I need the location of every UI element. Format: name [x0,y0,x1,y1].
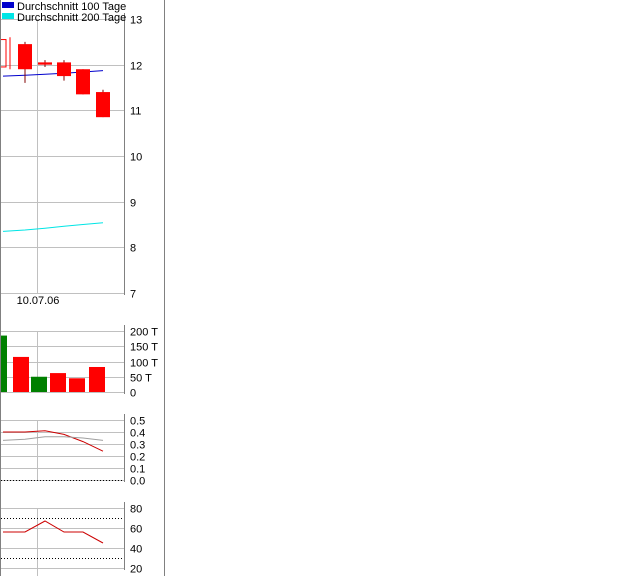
volume-bar [13,356,29,392]
rsi-tick-label: 20 [130,564,142,576]
price-tick-label: 9 [130,198,136,210]
macd-tick-label: 0.3 [130,440,145,452]
price-tick-label: 11 [130,106,141,118]
volume-bar [50,373,66,392]
candle-body [0,39,7,68]
candle-body [18,44,32,70]
legend-swatch-200 [2,13,14,19]
candle-body [57,62,71,77]
price-tick-label: 8 [130,243,136,255]
macd-tick-label: 0.5 [130,416,145,428]
macd-line-0 [3,430,104,452]
rsi-tick-label: 40 [130,544,142,556]
volume-bar [89,366,105,392]
macd-tick-label: 0.0 [130,476,145,488]
volume-tick-label: 150 T [130,342,158,354]
axis-layer: 7 8 9 10 11 12 13 200 T 150 T 100 T 50 T 0 0.50.40.3… [0,0,165,576]
macd-tick-label: 0.1 [130,464,145,476]
macd-tick-label: 0.2 [130,452,145,464]
volume-bar [0,335,7,392]
candle-body [76,69,90,95]
rsi-line [3,520,104,544]
rsi-tick-label: 60 [130,524,142,536]
candle-body [38,62,52,65]
volume-tick-label: 100 T [130,358,158,370]
price-tick-label: 7 [130,289,136,301]
marks-layer [0,37,124,559]
legend-label-100: Durchschnitt 100 Tage [17,1,127,13]
macd-tick-label: 0.4 [130,428,145,440]
volume-tick-label: 50 T [130,373,152,385]
moving-average-line-200 [2,222,104,232]
legend-item-100: Durchschnitt 100 Tage [2,2,126,13]
price-tick-label: 12 [130,61,142,73]
price-tick-label: 10 [130,152,142,164]
legend-item-200: Durchschnitt 200 Tage [2,13,126,24]
volume-bar [69,378,85,392]
price-tick-label: 13 [130,15,142,27]
volume-tick-label: 0 [130,388,136,400]
macd-line-1 [2,436,104,441]
rsi-tick-label: 80 [130,504,142,516]
volume-bar [31,376,47,392]
volume-tick-label: 200 T [130,327,158,339]
date-tick-label: 10.07.06 [17,295,60,307]
candle-body [96,92,110,118]
legend-label-200: Durchschnitt 200 Tage [17,12,127,24]
legend-swatch-100 [2,2,14,8]
